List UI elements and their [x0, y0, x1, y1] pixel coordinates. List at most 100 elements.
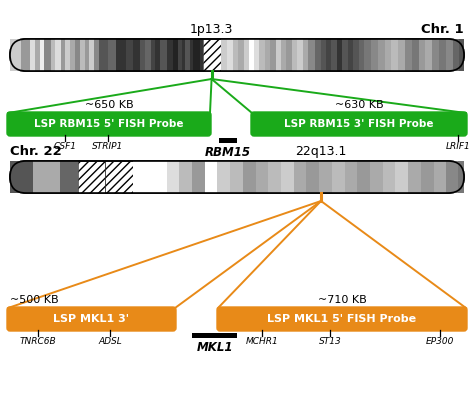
Bar	[126, 39, 134, 71]
Bar	[371, 39, 378, 71]
Text: CSF1: CSF1	[54, 142, 76, 151]
Text: LSP MKL1 5' FISH Probe: LSP MKL1 5' FISH Probe	[267, 314, 417, 324]
Bar	[190, 39, 193, 71]
Bar	[238, 39, 244, 71]
Bar	[218, 161, 230, 193]
Text: Chr. 1: Chr. 1	[421, 23, 464, 36]
Bar	[275, 39, 281, 71]
Bar	[259, 39, 264, 71]
Text: STRIP1: STRIP1	[92, 142, 124, 151]
Bar	[268, 161, 281, 193]
Bar	[29, 39, 35, 71]
Bar	[315, 39, 320, 71]
Bar	[228, 39, 233, 71]
Bar	[319, 161, 332, 193]
Bar	[51, 39, 55, 71]
Bar	[457, 161, 464, 193]
Bar	[345, 161, 357, 193]
Bar	[134, 39, 140, 71]
Bar	[249, 39, 254, 71]
Bar	[80, 39, 85, 71]
Bar	[179, 161, 192, 193]
Bar	[205, 161, 218, 193]
Bar	[254, 39, 259, 71]
Text: RBM15: RBM15	[205, 146, 251, 159]
Bar	[219, 138, 237, 143]
Text: 22q13.1: 22q13.1	[295, 145, 346, 158]
Bar	[70, 39, 75, 71]
Text: EP300: EP300	[426, 337, 454, 346]
FancyBboxPatch shape	[251, 112, 467, 136]
Bar	[425, 39, 432, 71]
Bar	[10, 161, 33, 193]
Text: LSP RBM15 3' FISH Probe: LSP RBM15 3' FISH Probe	[284, 119, 434, 129]
Bar	[353, 39, 359, 71]
Text: ADSL: ADSL	[98, 337, 122, 346]
Bar	[432, 39, 439, 71]
Bar	[378, 39, 384, 71]
Bar	[173, 39, 178, 71]
Bar	[326, 39, 331, 71]
Bar	[320, 39, 326, 71]
Bar	[133, 161, 167, 193]
Bar	[419, 39, 425, 71]
Text: ~710 KB: ~710 KB	[318, 295, 366, 305]
Bar	[89, 39, 94, 71]
Bar	[10, 39, 21, 71]
Bar	[357, 161, 370, 193]
FancyBboxPatch shape	[10, 39, 464, 71]
Bar	[105, 161, 133, 193]
Bar	[297, 39, 303, 71]
Bar	[384, 39, 392, 71]
Text: MCHR1: MCHR1	[246, 337, 278, 346]
Bar	[65, 39, 70, 71]
Bar	[94, 39, 99, 71]
Bar	[60, 161, 78, 193]
Bar	[167, 39, 173, 71]
Bar	[286, 39, 292, 71]
Bar	[359, 39, 364, 71]
Bar	[151, 39, 155, 71]
Bar	[146, 39, 151, 71]
Bar	[398, 39, 405, 71]
Text: TNRC6B: TNRC6B	[20, 337, 56, 346]
Bar	[75, 39, 80, 71]
Bar	[281, 39, 286, 71]
Bar	[243, 161, 255, 193]
Bar	[447, 161, 457, 193]
Bar	[281, 161, 294, 193]
Bar	[405, 39, 412, 71]
Bar	[116, 39, 126, 71]
Bar	[395, 161, 408, 193]
Bar	[200, 39, 203, 71]
Bar	[192, 333, 237, 338]
Bar	[264, 39, 270, 71]
Text: ~500 KB: ~500 KB	[10, 295, 59, 305]
FancyBboxPatch shape	[7, 112, 211, 136]
Bar	[332, 161, 345, 193]
Bar	[44, 39, 51, 71]
Bar	[35, 39, 40, 71]
Bar	[331, 39, 337, 71]
Bar	[40, 39, 44, 71]
Bar	[233, 39, 238, 71]
Bar	[303, 39, 308, 71]
Bar	[434, 161, 447, 193]
Bar	[453, 39, 459, 71]
Bar	[78, 161, 105, 193]
Bar	[167, 161, 179, 193]
Bar	[439, 39, 446, 71]
Text: LSP RBM15 5' FISH Probe: LSP RBM15 5' FISH Probe	[34, 119, 184, 129]
FancyBboxPatch shape	[7, 307, 176, 331]
Bar	[85, 39, 89, 71]
Bar	[99, 39, 108, 71]
Bar	[155, 39, 160, 71]
Text: ~630 KB: ~630 KB	[335, 100, 383, 110]
Bar	[230, 161, 243, 193]
Bar	[178, 39, 182, 71]
Bar	[108, 39, 116, 71]
Text: Chr. 22: Chr. 22	[10, 145, 62, 158]
Bar	[337, 39, 342, 71]
Bar	[408, 161, 421, 193]
Text: MKL1: MKL1	[197, 341, 233, 354]
